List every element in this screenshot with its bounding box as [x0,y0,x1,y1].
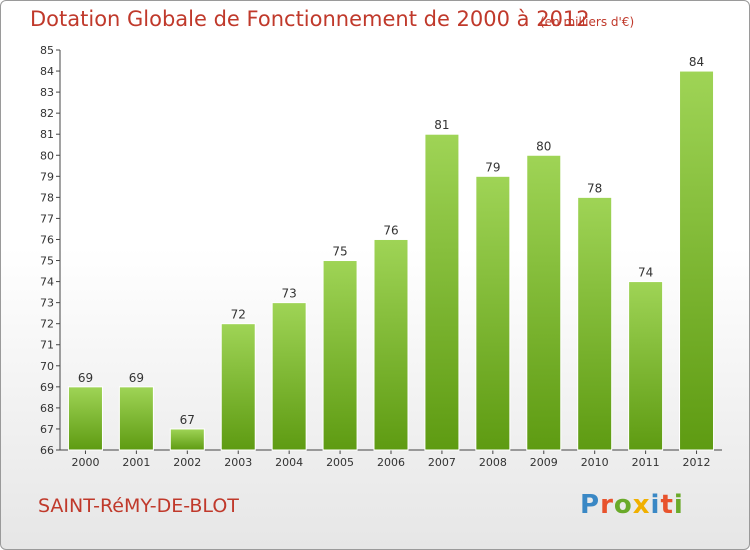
x-tick-label: 2010 [581,456,609,469]
data-label-2004: 73 [282,287,297,301]
y-tick-label: 68 [40,402,54,415]
data-label-2007: 81 [434,118,449,132]
bar-2006 [373,238,409,451]
x-tick-label: 2012 [683,456,711,469]
bar-2005 [322,260,358,451]
chart-title: Dotation Globale de Fonctionnement de 20… [30,7,590,31]
x-tick-label: 2003 [224,456,252,469]
commune-name: SAINT-RéMY-DE-BLOT [38,495,239,517]
y-tick-label: 76 [40,233,54,246]
data-label-2000: 69 [78,371,93,385]
data-label-2009: 80 [536,139,551,153]
y-tick-label: 70 [40,360,54,373]
data-label-2005: 75 [332,245,347,259]
logo-letter: i [673,490,684,520]
y-tick-label: 80 [40,149,54,162]
x-tick-label: 2004 [275,456,303,469]
bar-2003 [220,323,256,451]
data-label-2001: 69 [129,371,144,385]
x-tick-label: 2001 [122,456,150,469]
data-labels: 69 69 67 72 73 75 76 81 79 80 78 74 84 [78,55,704,427]
y-tick-label: 79 [40,170,54,183]
x-tick-label: 2005 [326,456,354,469]
bar-2012 [679,70,715,451]
chart-subtitle: (en milliers d'€) [540,15,635,29]
y-tick-label: 67 [40,423,54,436]
data-label-2012: 84 [689,55,704,69]
x-tick-label: 2011 [632,456,660,469]
y-tick-label: 72 [40,318,54,331]
logo-letter: t [660,490,674,520]
x-tick-label: 2002 [173,456,201,469]
x-tick-label: 2006 [377,456,405,469]
y-tick-label: 71 [40,339,54,352]
logo-letter: x [632,490,651,520]
x-tick-label: 2008 [479,456,507,469]
data-label-2002: 67 [180,413,195,427]
bar-2001 [118,386,154,451]
y-tick-label: 81 [40,128,54,141]
bar-2008 [475,175,511,451]
bars [67,70,715,451]
data-label-2003: 72 [231,308,246,322]
y-tick-label: 75 [40,255,54,268]
data-label-2011: 74 [638,266,653,280]
data-label-2006: 76 [383,223,398,237]
bar-2002 [169,428,205,451]
y-tick-label: 78 [40,191,54,204]
bar-2007 [424,133,460,451]
bar-2000 [67,386,103,451]
logo-letter: i [650,490,661,520]
x-tick-label: 2007 [428,456,456,469]
y-tick-label: 73 [40,297,54,310]
y-tick-label: 69 [40,381,54,394]
logo-letter: P [580,490,601,520]
y-tick-label: 82 [40,107,54,120]
y-tick-label: 83 [40,86,54,99]
y-tick-label: 84 [40,65,54,78]
bar-2009 [526,154,562,451]
data-label-2008: 79 [485,160,500,174]
y-tick-label: 85 [40,44,54,57]
x-tick-label: 2009 [530,456,558,469]
bar-2011 [628,281,664,451]
proxiti-logo[interactable]: Proxiti [580,490,684,520]
bar-2010 [577,196,613,451]
x-tick-label: 2000 [71,456,99,469]
x-axis: 2000 2001 2002 2003 2004 2005 2006 2007 2008 2009… [60,449,722,469]
y-axis: 66 67 68 69 70 71 72 73 74 75 76 77 78 79 80 81 82 83 84 85 [40,44,61,457]
y-tick-label: 66 [40,444,54,457]
logo-letter: r [600,490,614,520]
y-tick-label: 77 [40,212,54,225]
logo-letter: o [613,490,633,520]
data-label-2010: 78 [587,181,602,195]
y-tick-label: 74 [40,276,54,289]
bar-2004 [271,302,307,451]
